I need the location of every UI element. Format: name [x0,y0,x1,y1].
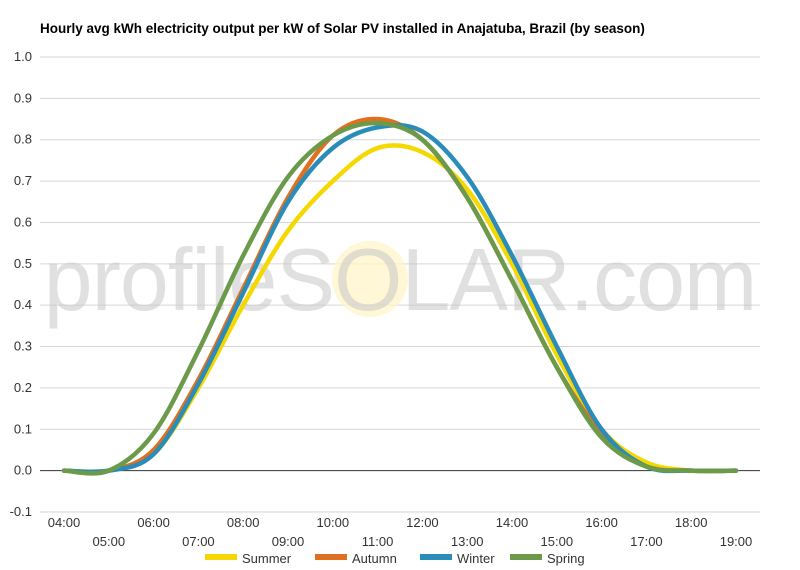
y-tick-label: 0.1 [14,421,32,436]
x-tick-label: 15:00 [541,534,574,549]
x-tick-label: 08:00 [227,515,260,530]
x-tick-label: 14:00 [496,515,529,530]
series-line-spring [61,120,739,476]
x-tick-label: 19:00 [720,534,753,549]
x-tick-label: 10:00 [317,515,350,530]
legend-label: Spring [547,551,585,566]
x-tick-label: 06:00 [137,515,170,530]
watermark-text: profileSOLAR.com [44,230,757,329]
y-tick-label: 0.7 [14,173,32,188]
y-tick-label: 0.8 [14,132,32,147]
legend-item-summer[interactable]: Summer [205,551,292,566]
y-tick-label: 0.9 [14,90,32,105]
y-tick-label: 0.2 [14,380,32,395]
legend-swatch [205,554,237,560]
x-tick-label: 11:00 [362,534,394,549]
watermark-sun-logo [332,241,408,317]
legend[interactable]: Summer Autumn Winter Spring [205,551,585,566]
y-tick-label: 0.5 [14,256,32,271]
legend-item-autumn[interactable]: Autumn [315,551,397,566]
x-tick-label: 09:00 [272,534,305,549]
x-tick-label: 18:00 [675,515,708,530]
y-tick-label: 0.4 [14,297,32,312]
x-tick-label: 12:00 [406,515,439,530]
y-tick-label: 0.6 [14,214,32,229]
legend-label: Autumn [352,551,397,566]
x-tick-label: 04:00 [48,515,81,530]
legend-swatch [510,554,542,560]
y-tick-label: 1.0 [14,49,32,64]
x-axis: 04:00 05:00 06:00 07:00 08:00 09:00 10:00 11:00… [48,515,753,549]
y-axis: 1.0 0.9 0.8 0.7 0.6 0.5 0.4 0.3 0.2 0.1 0.0 -0.1 [10,49,32,519]
y-tick-label: 0.0 [14,463,32,478]
x-tick-label: 16:00 [585,515,618,530]
x-tick-label: 07:00 [182,534,215,549]
chart-title: Hourly avg kWh electricity output per kW… [40,21,645,36]
watermark: profileSOLAR.com [44,230,758,329]
x-tick-label: 17:00 [630,534,663,549]
legend-item-winter[interactable]: Winter [420,551,495,566]
legend-label: Summer [242,551,292,566]
x-tick-label: 05:00 [93,534,126,549]
legend-item-spring[interactable]: Spring [510,551,585,566]
legend-swatch [315,554,347,560]
legend-swatch [420,554,452,560]
x-tick-label: 13:00 [451,534,484,549]
y-tick-label: 0.3 [14,339,32,354]
y-tick-label: -0.1 [10,504,32,519]
series-lines [61,116,739,476]
legend-label: Winter [457,551,495,566]
